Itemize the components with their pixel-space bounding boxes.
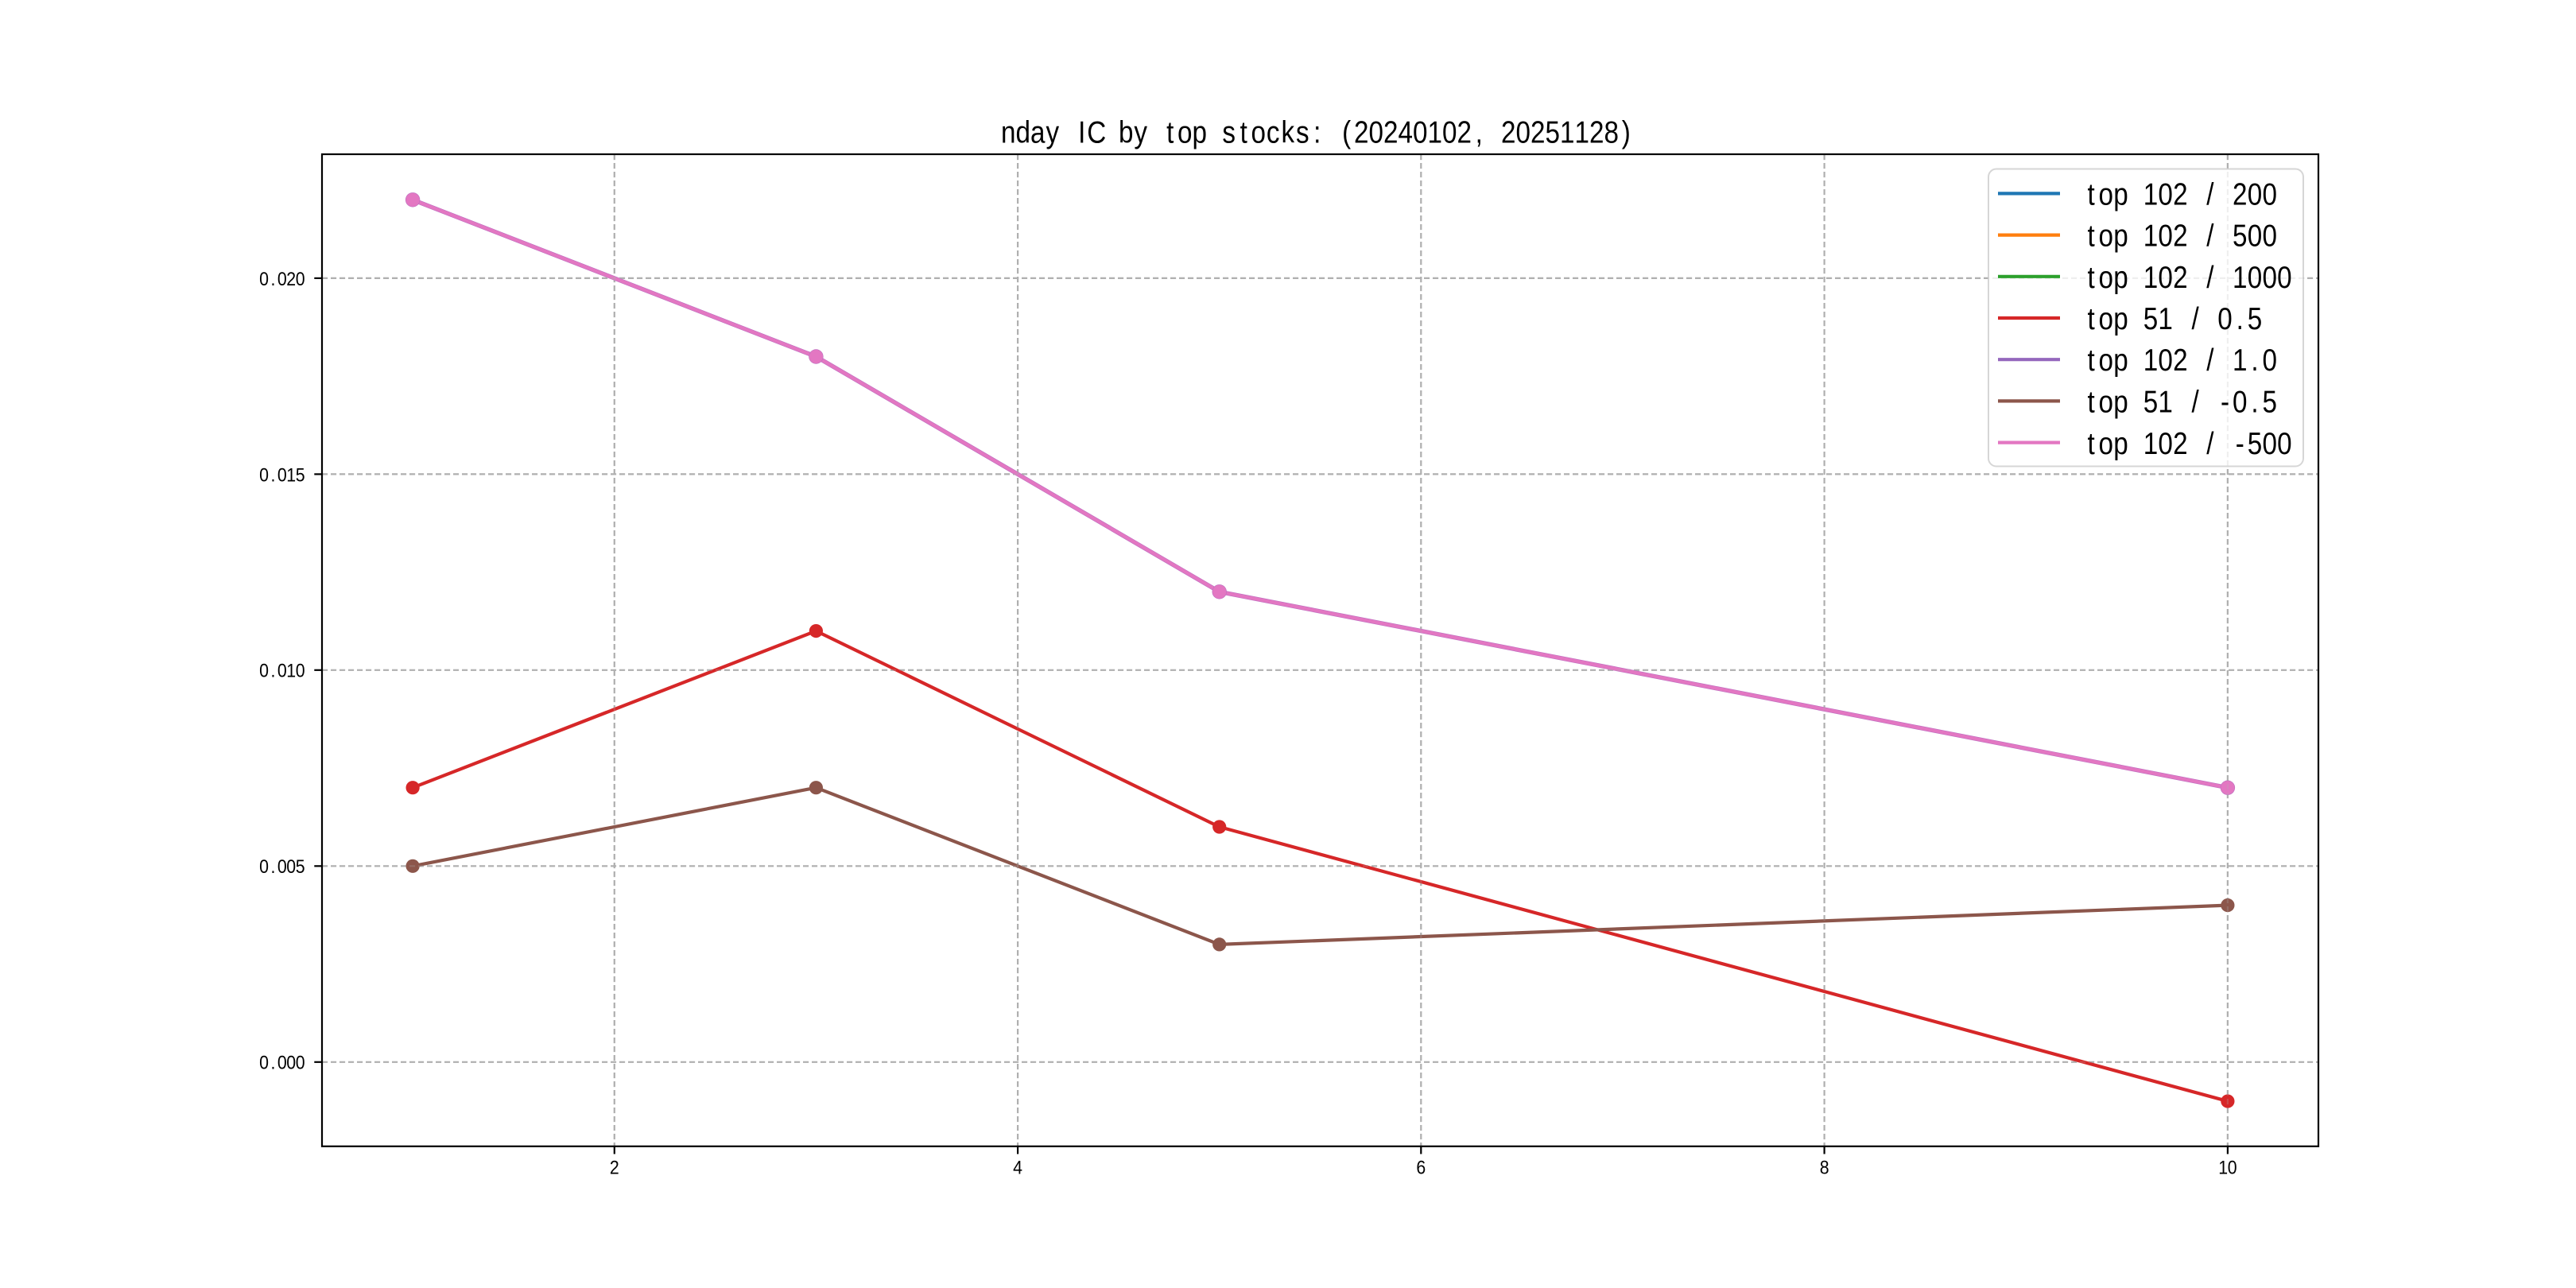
svg-text:4: 4 [1013, 1158, 1022, 1178]
svg-text:nday IC by top stocks: (202401: nday IC by top stocks: (20240102, 202511… [1001, 114, 1631, 149]
svg-text:0.015: 0.015 [259, 464, 305, 485]
svg-text:2: 2 [610, 1158, 619, 1178]
svg-text:top 102 / 200: top 102 / 200 [2087, 177, 2277, 211]
svg-text:10: 10 [2218, 1158, 2237, 1178]
svg-text:top 102 / 500: top 102 / 500 [2087, 218, 2277, 253]
svg-text:0.000: 0.000 [259, 1053, 305, 1073]
svg-text:6: 6 [1416, 1158, 1426, 1178]
svg-text:top 51 / -0.5: top 51 / -0.5 [2087, 384, 2277, 419]
svg-text:0.005: 0.005 [259, 856, 305, 877]
svg-text:0.010: 0.010 [259, 661, 305, 681]
svg-text:top 102 / 1.0: top 102 / 1.0 [2087, 343, 2277, 378]
svg-text:0.020: 0.020 [259, 269, 305, 289]
svg-text:8: 8 [1820, 1158, 1829, 1178]
